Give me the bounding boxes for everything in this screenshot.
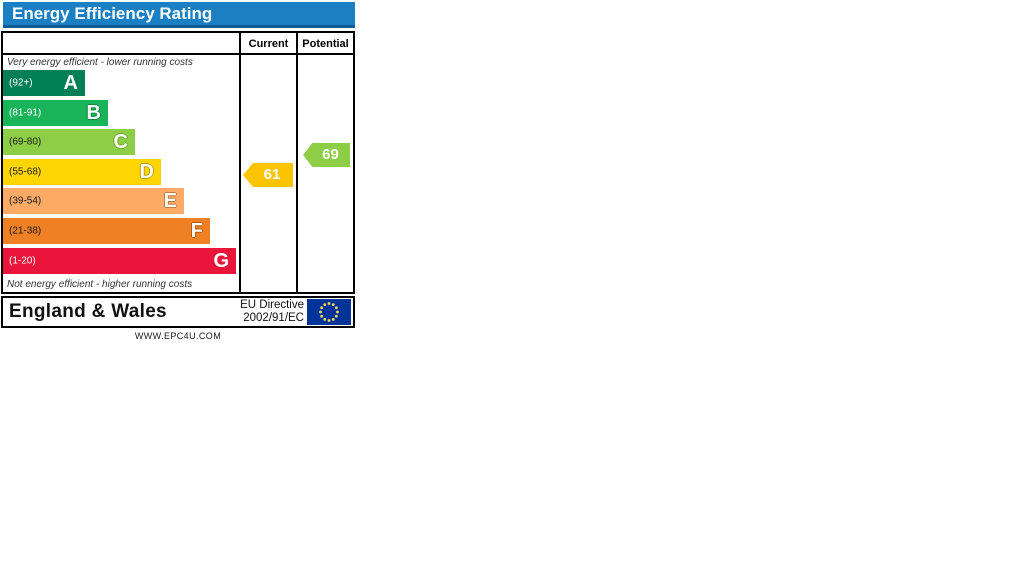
rating-band: (1-20) G (3, 247, 236, 274)
band-letter: E (163, 190, 177, 213)
rating-band: (21-38) F (3, 218, 210, 244)
current-column-header: Current (248, 38, 289, 50)
band-range-label: (81-91) (9, 107, 42, 119)
band-range-label: (55-68) (9, 166, 42, 178)
band-letter: D (139, 160, 154, 183)
band-letter: A (63, 72, 78, 94)
rating-band: (55-68) D (3, 158, 161, 185)
band-letter: B (86, 101, 101, 124)
energy-efficiency-rating-chart: Energy Efficiency Rating Current Potenti… (0, 0, 360, 348)
rating-band: (39-54) E (3, 188, 184, 215)
potential-column-divider (296, 33, 298, 292)
band-letter: F (190, 220, 203, 242)
footer-bar: England & Wales EU Directive 2002/91/EC (1, 296, 355, 328)
rating-band: (92+) A (3, 70, 85, 96)
watermark: WWW.EPC4U.COM (134, 331, 222, 341)
chart-title: Energy Efficiency Rating (12, 4, 213, 23)
region-label: England & Wales (9, 301, 167, 322)
eu-directive-line1: EU Directive (240, 299, 304, 311)
current-rating-arrow: 61 (243, 163, 293, 187)
top-caption: Very energy efficient - lower running co… (7, 57, 193, 68)
band-range-label: (21-38) (9, 225, 42, 237)
eu-flag-icon (307, 299, 351, 325)
eu-directive-label: EU Directive 2002/91/EC (240, 299, 304, 325)
potential-rating-value: 69 (322, 146, 339, 163)
rating-band: (69-80) C (3, 129, 135, 156)
current-rating-value: 61 (263, 166, 281, 183)
band-range-label: (69-80) (9, 136, 42, 148)
eu-flag-stars (319, 302, 339, 322)
header-divider-line (3, 53, 353, 55)
bottom-caption: Not energy efficient - higher running co… (7, 279, 193, 290)
band-range-label: (92+) (9, 77, 33, 89)
band-range-label: (1-20) (9, 255, 36, 267)
band-letter: G (213, 249, 229, 272)
eu-directive-line2: 2002/91/EC (243, 312, 304, 324)
current-column-divider (239, 33, 241, 292)
potential-column-header: Potential (302, 38, 349, 50)
chart-title-bar: Energy Efficiency Rating (3, 2, 355, 28)
rating-table: Current Potential Very energy efficient … (1, 31, 355, 294)
potential-rating-arrow: 69 (303, 143, 350, 167)
band-range-label: (39-54) (9, 195, 42, 207)
rating-bands: (92+) A (81-91) B (69-80) C (55-68) D (3… (3, 33, 353, 292)
band-letter: C (113, 131, 128, 154)
rating-band: (81-91) B (3, 99, 108, 126)
